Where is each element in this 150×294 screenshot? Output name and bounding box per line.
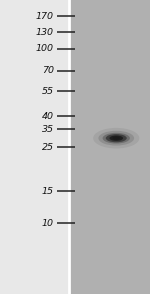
Text: 15: 15 — [42, 187, 54, 196]
Ellipse shape — [110, 136, 123, 141]
Text: 25: 25 — [42, 143, 54, 151]
Text: 35: 35 — [42, 125, 54, 134]
Text: 100: 100 — [36, 44, 54, 53]
Text: 170: 170 — [36, 12, 54, 21]
Ellipse shape — [103, 133, 130, 143]
Text: 130: 130 — [36, 28, 54, 37]
Ellipse shape — [98, 131, 134, 146]
Ellipse shape — [106, 134, 127, 142]
Bar — [0, 0, 69, 294]
Text: 70: 70 — [42, 66, 54, 75]
Ellipse shape — [93, 128, 139, 148]
Ellipse shape — [112, 136, 120, 140]
Text: 55: 55 — [42, 87, 54, 96]
Bar — [69, 0, 150, 294]
Text: 10: 10 — [42, 219, 54, 228]
Text: 40: 40 — [42, 112, 54, 121]
